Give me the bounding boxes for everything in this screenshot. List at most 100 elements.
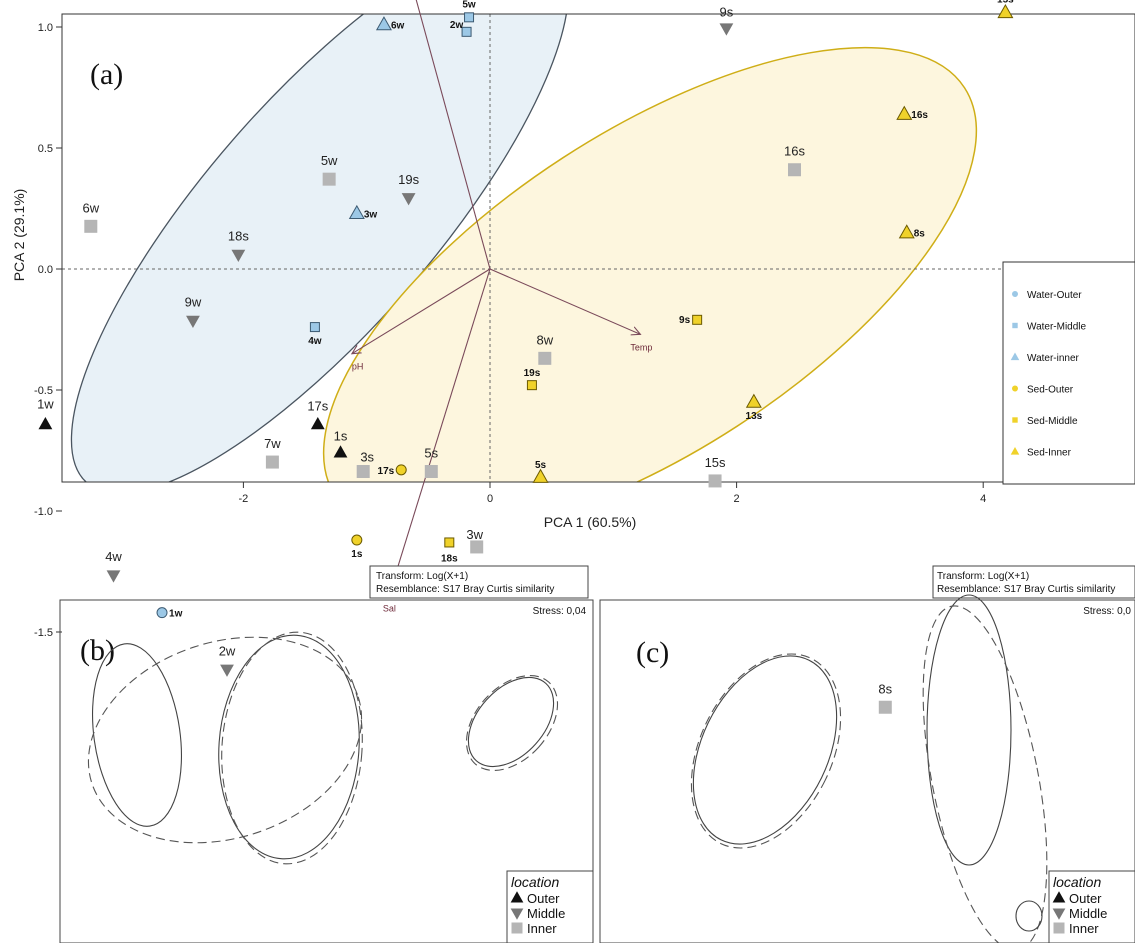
- point-label: 13s: [746, 411, 763, 422]
- y-axis-title: PCA 2 (29.1%): [11, 189, 27, 282]
- mds-point: [424, 465, 438, 478]
- data-point: [896, 105, 913, 120]
- mds-point-label: 4w: [105, 549, 122, 564]
- data-point: [997, 3, 1014, 19]
- mds-panel-c: Transform: Log(X+1) Resemblance: S17 Bra…: [228, 4, 1135, 943]
- mds-point: [186, 315, 200, 328]
- legend-title: location: [1053, 874, 1101, 890]
- x-tick-label: 4: [980, 493, 986, 505]
- legend-label: Inner: [1069, 921, 1099, 936]
- mds-point: [38, 417, 53, 430]
- y-tick-label: -0.5: [34, 385, 53, 397]
- panel-label-b: (b): [80, 634, 115, 667]
- contour-solid: [218, 634, 360, 860]
- mds-point: [708, 474, 722, 488]
- sediment-ellipse: [322, 46, 978, 482]
- data-point: [745, 393, 762, 408]
- data-point: [526, 380, 537, 391]
- contour-dashed: [87, 636, 363, 844]
- data-point: [532, 468, 549, 483]
- mds-point-label: 3w: [466, 527, 483, 542]
- mds-point: [788, 163, 801, 177]
- mds-point-label: 9w: [185, 295, 202, 310]
- legend-marker: [1053, 922, 1065, 934]
- mds-point-label: 18s: [228, 229, 249, 244]
- plot-frame: [61, 13, 1135, 483]
- y-tick-label: 0.0: [38, 264, 53, 276]
- mds-point: [84, 219, 98, 233]
- mds-point-label: 3s: [360, 450, 374, 465]
- mds-point-label: 9s: [720, 4, 734, 19]
- mds-point-label: 2w: [219, 644, 236, 659]
- x-tick-label: -2: [239, 493, 249, 505]
- legend-marker: [1010, 352, 1020, 361]
- mds-point-label: 8s: [878, 681, 892, 696]
- contour-solid: [467, 676, 555, 768]
- mds-point-label: 1w: [37, 396, 54, 411]
- point-label: 17s: [378, 466, 395, 477]
- mds-point: [310, 417, 325, 430]
- vector-label: pH: [352, 362, 364, 372]
- legend-label: Sed-Outer: [1027, 385, 1074, 396]
- legend-title: location: [511, 874, 559, 890]
- contour-dashed: [221, 631, 363, 865]
- contour-solid: [1015, 900, 1043, 932]
- point-label: 1s: [351, 549, 363, 560]
- mds-point: [231, 249, 246, 262]
- mds-point-label: 6w: [82, 200, 99, 215]
- legend-label: Water-Outer: [1027, 290, 1082, 301]
- mds-point-label: 15s: [705, 455, 726, 470]
- data-point: [692, 314, 703, 325]
- mds-point-label: 19s: [398, 172, 419, 187]
- contour-dashed: [690, 653, 842, 849]
- transform-text-c: Transform: Log(X+1): [937, 571, 1029, 582]
- legend: Water-Outer Water-Middle Water-inner Sed-Ou…: [1002, 261, 1135, 485]
- resemblance-text-b: Resemblance: S17 Bray Curtis similarity: [376, 584, 554, 595]
- y-tick-label: -1.5: [34, 627, 53, 639]
- data-point: [395, 464, 407, 476]
- data-point: [375, 16, 392, 31]
- legend-marker: [1052, 891, 1066, 903]
- mds-point: [106, 570, 121, 583]
- y-tick-label: 1.0: [38, 22, 53, 34]
- vector-arrow: [415, 0, 491, 270]
- vector-label: Sal: [383, 604, 396, 614]
- mds-point: [265, 455, 279, 469]
- legend-label: Water-Middle: [1027, 322, 1087, 333]
- mds-point-label: 16s: [784, 144, 805, 159]
- data-point: [461, 26, 472, 37]
- point-label: 19s: [524, 368, 541, 379]
- legend-label: Water-inner: [1027, 353, 1080, 364]
- point-label: 4w: [308, 336, 322, 347]
- legend-marker: [510, 891, 524, 903]
- legend-marker: [1012, 291, 1018, 297]
- data-point: [156, 607, 168, 619]
- stress-text-b: Stress: 0,04: [533, 606, 587, 617]
- mds-point: [333, 445, 348, 458]
- mds-panel-b: Transform: Log(X+1) Resemblance: S17 Bra…: [37, 153, 594, 943]
- contour-solid: [91, 643, 183, 827]
- legend-marker: [510, 908, 524, 920]
- point-label: 5w: [462, 0, 476, 10]
- legend-label: Outer: [1069, 891, 1102, 906]
- legend-marker: [1052, 908, 1066, 920]
- legend-marker: [1012, 417, 1018, 423]
- point-label: 15s: [997, 0, 1014, 5]
- mds-point: [538, 351, 552, 365]
- legend-marker: [1012, 385, 1018, 392]
- contour-dashed: [465, 675, 559, 771]
- legend-label: Middle: [527, 906, 565, 921]
- legend-marker: [1012, 322, 1018, 329]
- point-label: 9s: [679, 315, 691, 326]
- mds-point: [322, 172, 336, 186]
- point-label: 5s: [535, 460, 547, 471]
- vector-arrow: [352, 268, 491, 354]
- transform-text-b: Transform: Log(X+1): [376, 571, 468, 582]
- vector-label: Temp: [630, 342, 652, 352]
- mds-point-label: 7w: [264, 436, 281, 451]
- legend-label: Middle: [1069, 906, 1107, 921]
- panel-label-a: (a): [90, 58, 123, 91]
- mds-point-label: 1s: [334, 429, 348, 444]
- data-point: [444, 537, 455, 548]
- vector-arrow: [489, 268, 640, 334]
